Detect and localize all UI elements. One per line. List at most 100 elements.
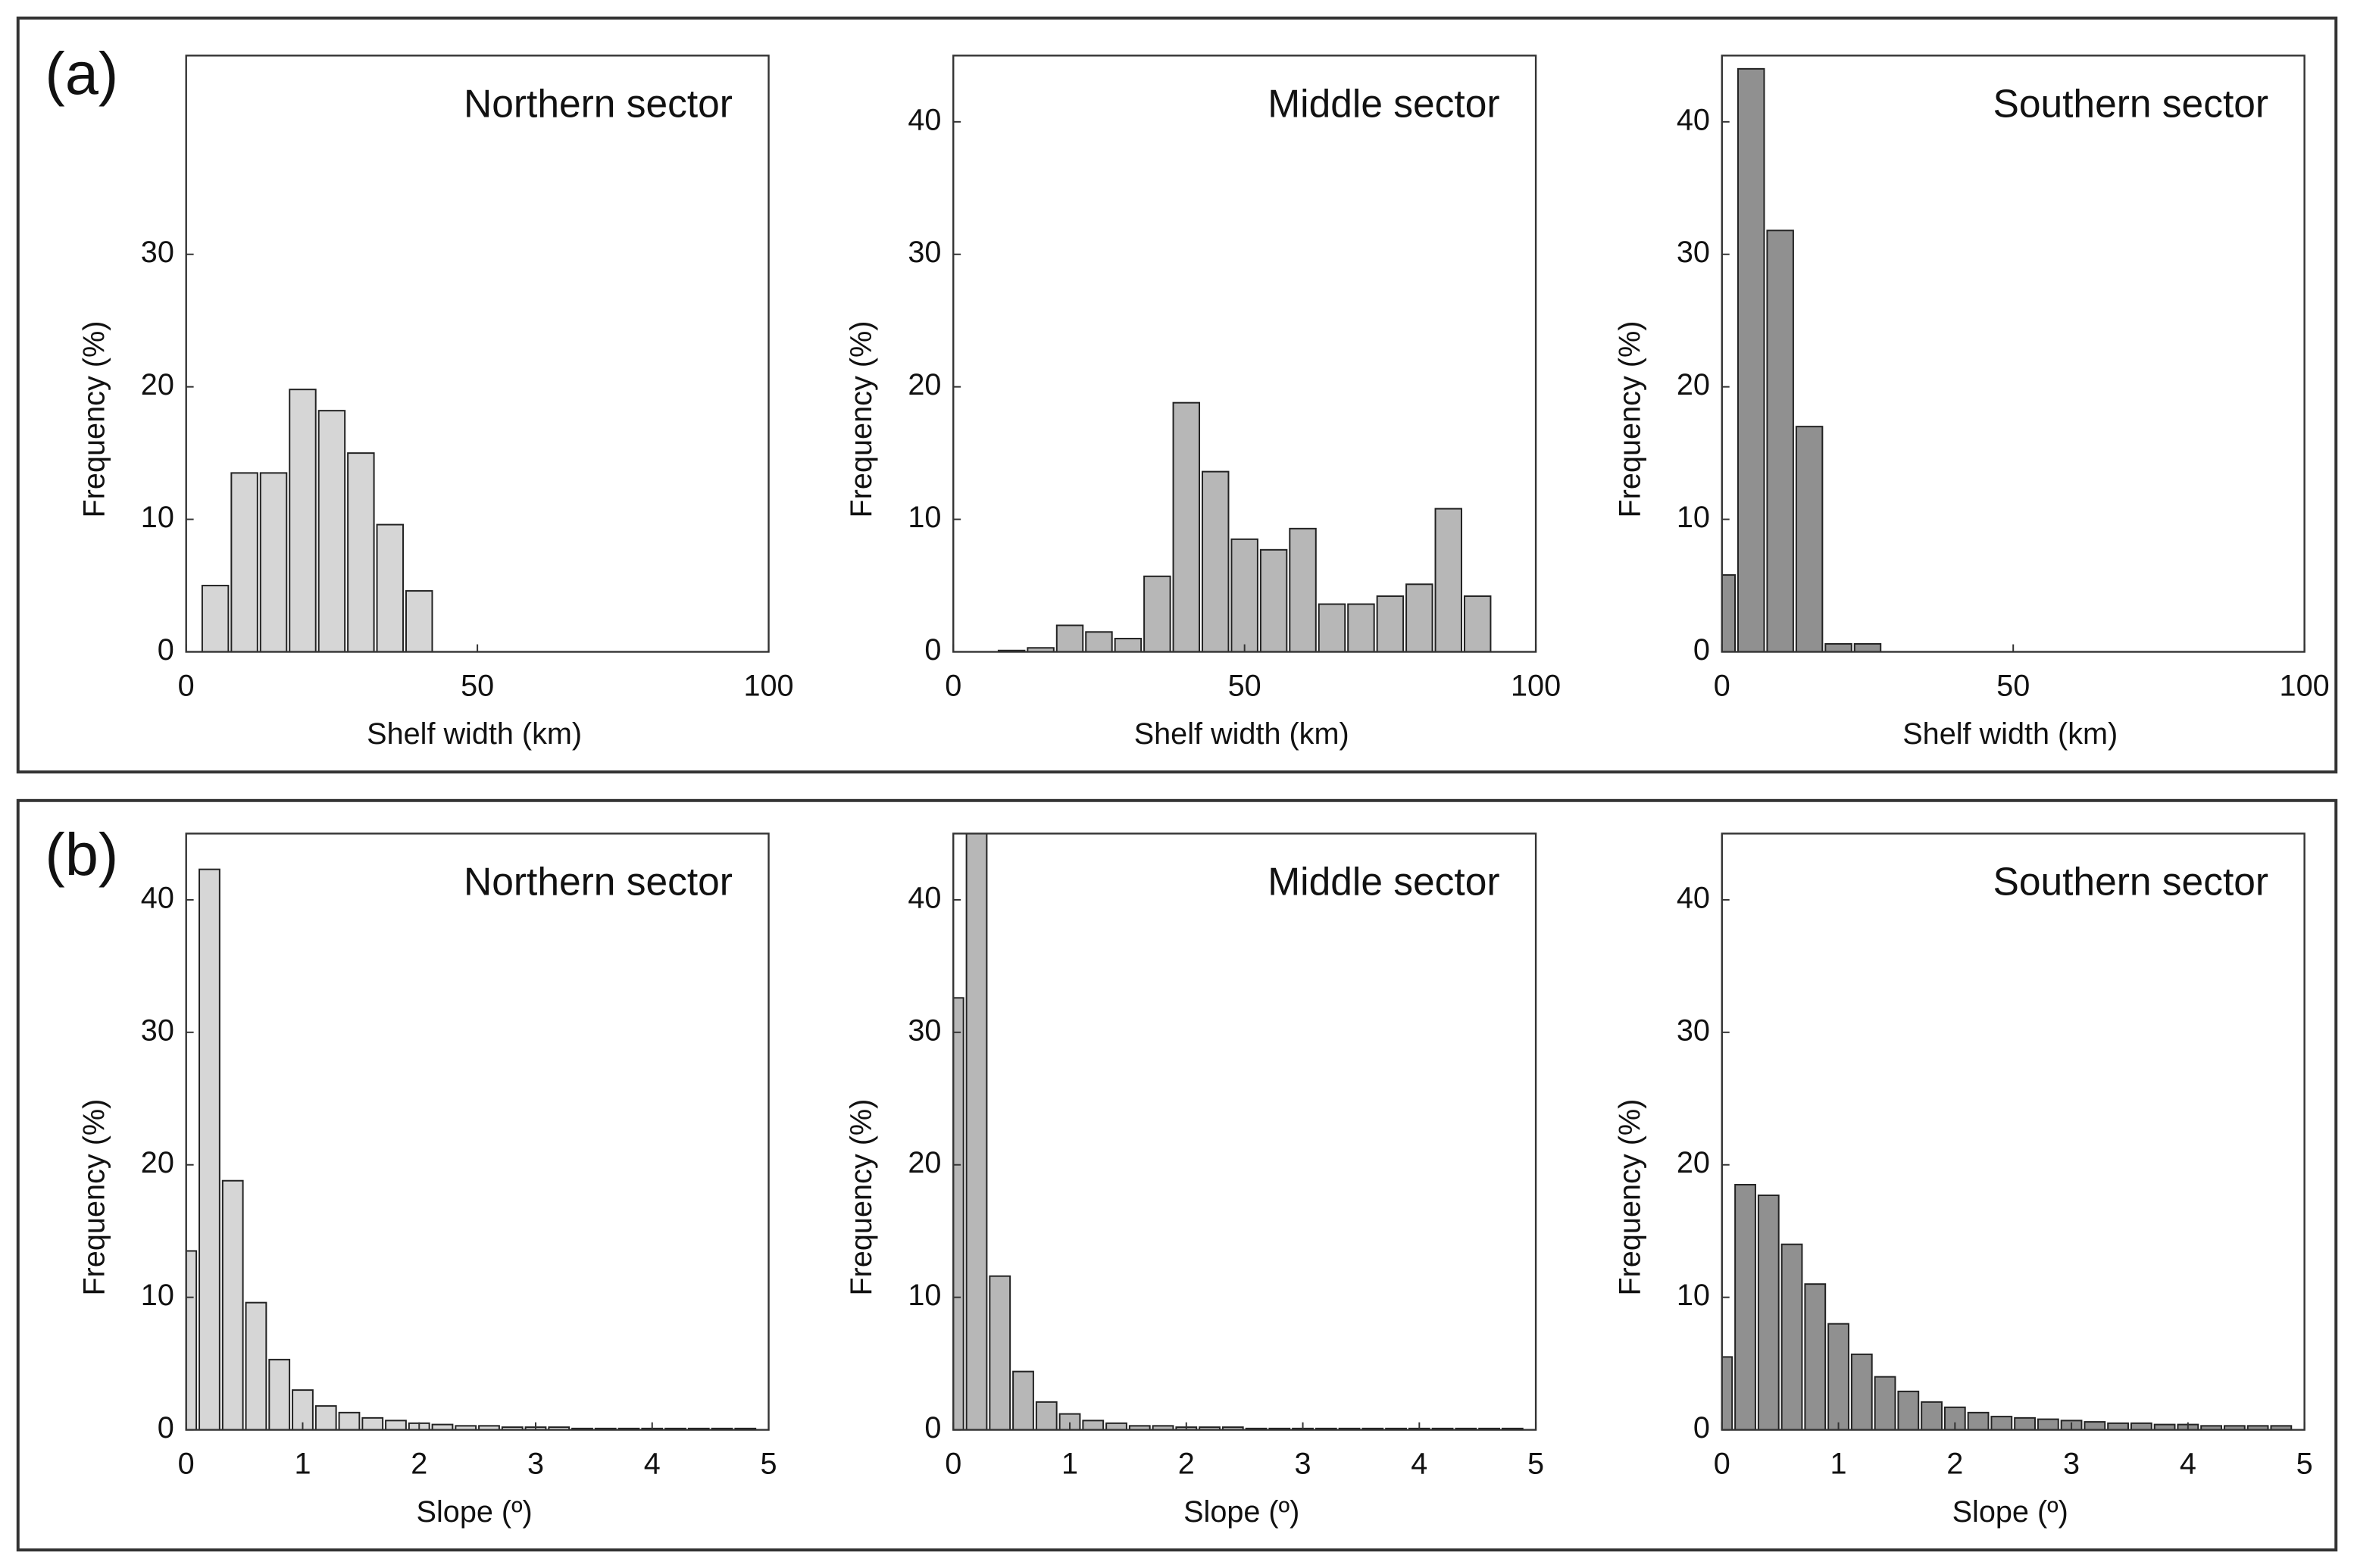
- y-tick-label: 10: [1677, 501, 1710, 534]
- bar: [347, 452, 375, 652]
- chart-title: Middle sector: [1268, 81, 1499, 125]
- bar: [186, 1250, 198, 1430]
- y-tick-label: 30: [908, 1014, 941, 1047]
- bar: [2153, 1423, 2176, 1430]
- y-tick-label: 10: [141, 501, 174, 534]
- y-axis-label: Frequency (%): [77, 1099, 111, 1296]
- panel-label: (a): [45, 39, 118, 107]
- y-tick-label: 40: [908, 881, 941, 914]
- bar: [1853, 643, 1882, 652]
- bar: [2084, 1421, 2106, 1430]
- y-axis-label: Frequency (%): [1613, 1099, 1646, 1296]
- bar: [385, 1420, 407, 1430]
- x-tick-label: 3: [1295, 1448, 1311, 1481]
- x-axis-label: Shelf width (km): [367, 717, 582, 751]
- chart-title: Northern sector: [464, 859, 733, 903]
- y-tick-label: 0: [1693, 1411, 1710, 1445]
- x-tick-label: 0: [178, 1448, 195, 1481]
- bar: [989, 1275, 1011, 1430]
- y-tick-label: 10: [908, 1279, 941, 1312]
- bar: [953, 997, 964, 1430]
- bar: [1405, 583, 1433, 652]
- bar: [1085, 631, 1113, 652]
- x-tick-label: 50: [1228, 670, 1261, 703]
- plot-area: [1721, 1183, 2293, 1430]
- y-axis-label: Frequency (%): [845, 1099, 878, 1296]
- axes-box: [952, 832, 1537, 1431]
- bar: [1757, 1194, 1780, 1430]
- y-axis-label: Frequency (%): [845, 321, 878, 518]
- bar: [431, 1423, 454, 1430]
- x-tick-label: 0: [178, 670, 195, 703]
- x-tick-label: 0: [945, 670, 961, 703]
- y-tick-label: 20: [1677, 368, 1710, 401]
- x-tick-label: 3: [2063, 1448, 2080, 1481]
- bar: [1376, 595, 1405, 652]
- bar: [2107, 1422, 2129, 1430]
- bar: [1259, 548, 1288, 652]
- bar: [1780, 1243, 1803, 1430]
- bar: [317, 410, 346, 652]
- bar: [1827, 1323, 1849, 1430]
- bar: [245, 1301, 267, 1430]
- y-tick-label: 20: [1677, 1146, 1710, 1179]
- bar: [2014, 1417, 2036, 1430]
- bar: [1734, 1183, 1756, 1430]
- x-tick-label: 50: [1996, 670, 2030, 703]
- x-tick-label: 0: [1714, 1448, 1730, 1481]
- panel-frame: [16, 16, 2338, 774]
- plot-area: [186, 868, 757, 1430]
- y-tick-label: 10: [141, 1279, 174, 1312]
- bar: [1012, 1370, 1034, 1430]
- bar: [1114, 638, 1143, 652]
- chart-title: Southern sector: [1993, 81, 2268, 125]
- bar: [1737, 67, 1765, 652]
- x-tick-label: 100: [2280, 670, 2330, 703]
- bar: [1766, 230, 1794, 652]
- bar: [1967, 1411, 1990, 1430]
- bar: [1289, 527, 1317, 652]
- bar: [1201, 470, 1230, 652]
- bar: [230, 472, 258, 652]
- x-tick-label: 4: [644, 1448, 661, 1481]
- y-tick-label: 20: [141, 368, 174, 401]
- y-tick-label: 30: [1677, 1014, 1710, 1047]
- axes-box: [1721, 832, 2306, 1431]
- y-tick-label: 30: [141, 236, 174, 269]
- y-tick-label: 40: [141, 881, 174, 914]
- y-tick-label: 10: [908, 501, 941, 534]
- x-axis-label: Shelf width (km): [1902, 717, 2118, 751]
- x-axis-label: Slope (º): [417, 1495, 533, 1529]
- y-tick-label: 20: [908, 368, 941, 401]
- plot-area: [201, 389, 433, 652]
- x-axis-label: Slope (º): [1952, 1495, 2068, 1529]
- chart-title: Southern sector: [1993, 859, 2268, 903]
- bar: [199, 868, 220, 1430]
- x-tick-label: 2: [411, 1448, 427, 1481]
- bar: [201, 585, 230, 652]
- y-tick-label: 30: [908, 236, 941, 269]
- panel-label: (b): [45, 820, 118, 888]
- plot-area: [1721, 67, 1882, 652]
- bar: [1990, 1416, 2013, 1430]
- bar: [1795, 426, 1824, 652]
- x-axis-label: Slope (º): [1183, 1495, 1299, 1529]
- x-tick-label: 0: [945, 1448, 961, 1481]
- bar: [1804, 1283, 1827, 1430]
- y-tick-label: 30: [1677, 236, 1710, 269]
- y-tick-label: 20: [141, 1146, 174, 1179]
- y-tick-label: 0: [158, 633, 174, 667]
- bar: [1172, 401, 1201, 652]
- x-tick-label: 0: [1714, 670, 1730, 703]
- bar: [1055, 624, 1084, 652]
- y-tick-label: 20: [908, 1146, 941, 1179]
- x-tick-label: 1: [294, 1448, 311, 1481]
- bar: [1105, 1422, 1127, 1430]
- x-tick-label: 5: [2296, 1448, 2313, 1481]
- x-tick-label: 100: [743, 670, 793, 703]
- bar: [1921, 1401, 1943, 1430]
- y-tick-label: 40: [908, 103, 941, 136]
- x-tick-label: 4: [1411, 1448, 1427, 1481]
- y-tick-label: 10: [1677, 1279, 1710, 1312]
